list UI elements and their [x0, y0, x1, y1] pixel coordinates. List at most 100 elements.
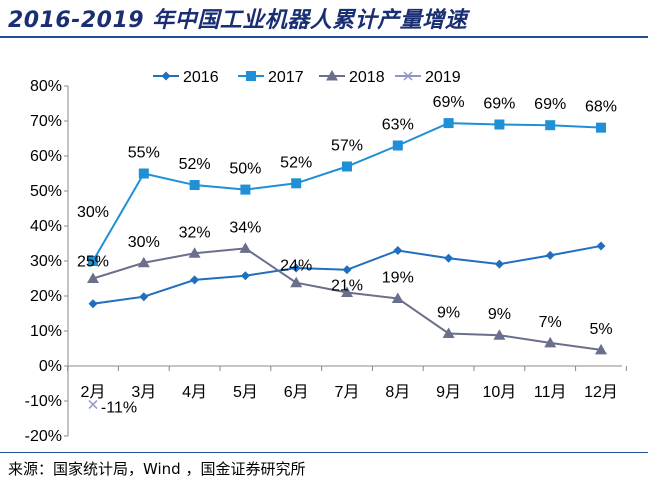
point-2018 [137, 256, 150, 268]
point-2016 [545, 250, 555, 260]
point-2016 [240, 271, 250, 281]
series-2016 [88, 241, 606, 309]
legend: 2016 2017 2018 2019 [153, 69, 461, 86]
x-tick-label: 11月 [534, 384, 567, 401]
data-label-2018: 25% [77, 254, 109, 271]
axes: 80% 70% 60% 50% 40% 30% 20% 10% 0% -10% -20% 2月 3月 4月… [25, 78, 627, 445]
series-2018 [87, 242, 607, 355]
point-2018 [493, 329, 506, 340]
x-tick-label: 12月 [584, 384, 618, 401]
data-label-2018: 19% [382, 269, 414, 286]
legend-label: 2017 [268, 69, 304, 86]
x-tick-label: 4月 [182, 384, 207, 401]
series-2019 [88, 399, 98, 410]
data-labels: 30% 55% 52% 50% 52% 57% 63% 69% 69% 69% 68% 25% 30% 3… [77, 94, 617, 416]
x-tick-label: 6月 [284, 384, 309, 401]
point-2016 [291, 263, 301, 273]
legend-item-2018: 2018 [319, 69, 385, 86]
series-line-2018 [92, 247, 602, 351]
data-label-2018: 5% [589, 321, 612, 338]
data-label-2018: 9% [488, 306, 511, 323]
data-label-2017: 69% [483, 96, 515, 113]
data-label-2018: 30% [128, 234, 160, 251]
y-tick-label: 30% [30, 253, 62, 270]
data-label-2017: 50% [229, 161, 261, 178]
chart-title: 2016-2019 年中国工业机器人累计产量增速 [8, 8, 468, 33]
marker-x-stroke [403, 71, 413, 81]
y-tick-label: 80% [30, 78, 62, 95]
legend-item-2016: 2016 [153, 69, 219, 86]
data-label-2017: 68% [585, 99, 617, 116]
legend-marker [326, 70, 338, 81]
data-label-2018: 24% [280, 258, 312, 275]
legend-label: 2016 [183, 69, 219, 86]
y-tick-label: 70% [30, 113, 62, 130]
x-tick-label: 10月 [482, 384, 516, 401]
marker-x-stroke [88, 399, 98, 410]
point-2017 [138, 168, 149, 179]
point-2018 [391, 292, 404, 303]
point-2017 [88, 256, 98, 266]
source-note: 来源：国家统计局，Wind ，国金证券研究所 [8, 460, 306, 478]
point-2016 [444, 253, 454, 263]
x-tick-label: 2月 [81, 384, 106, 401]
point-2018 [595, 343, 607, 355]
y-tick-label: 40% [30, 218, 62, 235]
legend-marker [246, 71, 256, 81]
point-2018 [290, 276, 303, 288]
x-tick-label: 7月 [335, 384, 360, 401]
point-2016 [190, 275, 200, 285]
point-2019 [88, 399, 98, 410]
point-2017 [342, 161, 352, 172]
legend-marker [161, 71, 171, 81]
series-2017 [88, 118, 606, 266]
data-label-2017: 69% [433, 94, 465, 111]
data-label-2019: -11% [101, 400, 137, 417]
y-tick-label: -20% [25, 428, 62, 445]
point-2018 [239, 242, 252, 253]
series-layer [87, 118, 607, 410]
legend-item-2017: 2017 [238, 69, 304, 86]
point-2016 [88, 299, 98, 309]
point-2017 [240, 184, 251, 195]
point-2018 [188, 247, 201, 258]
data-label-2018: 9% [437, 304, 460, 321]
x-tick-label: 3月 [131, 384, 156, 401]
point-2016 [494, 259, 504, 269]
data-label-2017: 57% [331, 138, 363, 155]
y-tick-label: -10% [25, 393, 62, 410]
data-label-2018: 34% [229, 219, 261, 236]
x-tick-label: 5月 [233, 384, 258, 401]
point-2018 [544, 336, 557, 348]
data-label-2017: 55% [128, 145, 160, 162]
data-label-2017: 69% [534, 96, 566, 113]
point-2017 [545, 120, 556, 131]
legend-label: 2018 [349, 69, 385, 86]
point-2016 [139, 292, 149, 302]
data-label-2017: 52% [179, 156, 211, 173]
data-label-2018: 21% [331, 278, 363, 295]
legend-marker [403, 71, 413, 81]
y-tick-label: 20% [30, 288, 62, 305]
y-tick-label: 50% [30, 183, 62, 200]
y-tick-label: 10% [30, 323, 62, 340]
data-label-2017: 52% [280, 154, 312, 171]
point-2017 [189, 180, 200, 191]
y-tick-label: 60% [30, 148, 62, 165]
point-2017 [392, 140, 403, 151]
x-tick-label: 8月 [385, 384, 410, 401]
legend-item-2019: 2019 [395, 69, 461, 86]
data-label-2018: 7% [539, 314, 562, 331]
point-2017 [494, 119, 505, 130]
title-rule [0, 36, 648, 38]
legend-label: 2019 [425, 69, 461, 86]
source-rule [0, 452, 648, 453]
point-2017 [596, 122, 606, 133]
point-2016 [393, 246, 403, 255]
point-2017 [443, 118, 454, 129]
point-2018 [341, 286, 353, 297]
data-label-2018: 32% [179, 224, 211, 241]
y-tick-label: 0% [39, 358, 62, 375]
point-2018 [442, 327, 455, 338]
